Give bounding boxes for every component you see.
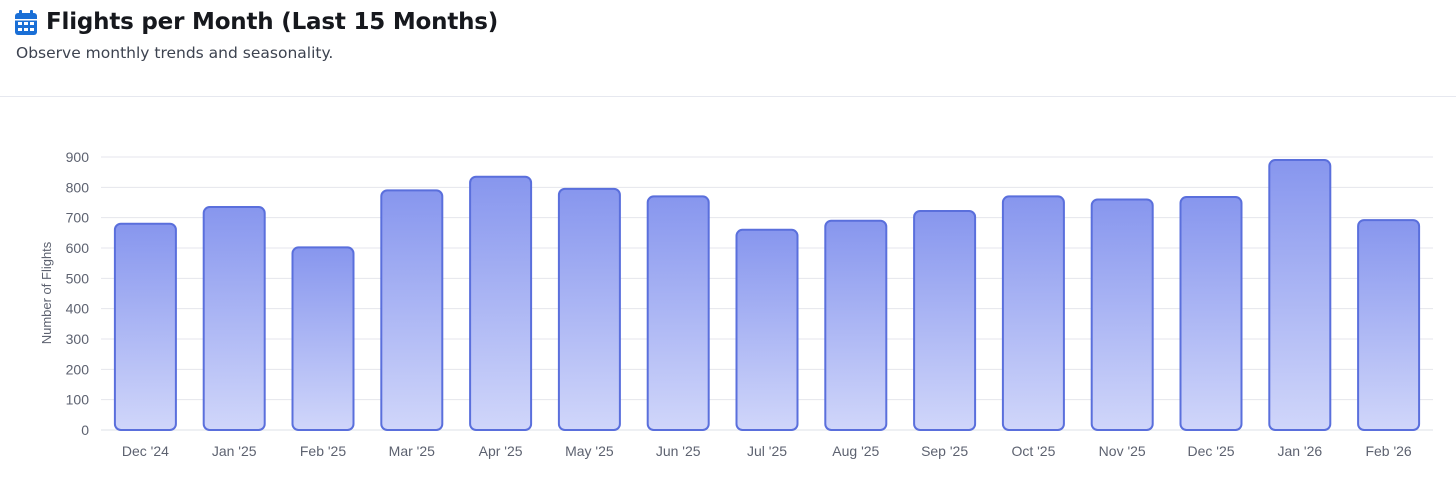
bar-jan-25[interactable] [202, 206, 266, 431]
bar-oct-25[interactable] [1001, 195, 1065, 431]
x-tick-label: Sep '25 [921, 443, 968, 459]
bar-aug-25[interactable] [824, 219, 888, 431]
bar-dec-25[interactable] [1179, 196, 1243, 432]
y-tick-label: 900 [66, 149, 90, 165]
title-row: Flights per Month (Last 15 Months) [14, 8, 498, 36]
bar-feb-25[interactable] [291, 246, 355, 431]
x-tick-label: May '25 [565, 443, 614, 459]
y-tick-label: 700 [66, 210, 90, 226]
chart-title: Flights per Month (Last 15 Months) [46, 9, 499, 35]
y-tick-label: 300 [66, 331, 90, 347]
y-tick-label: 500 [66, 270, 90, 286]
bar-nov-25[interactable] [1090, 198, 1154, 432]
y-axis-label: Number of Flights [39, 241, 54, 344]
bar-jan-26[interactable] [1268, 159, 1332, 432]
bar-jun-25[interactable] [646, 195, 710, 431]
x-tick-label: Jul '25 [747, 443, 787, 459]
x-tick-label: Jan '25 [212, 443, 257, 459]
bar-sep-25[interactable] [913, 209, 977, 431]
calendar-icon [14, 8, 38, 36]
y-axis-ticks: 0 100 200 300 400 500 600 700 800 900 [66, 149, 90, 438]
x-tick-label: Dec '25 [1187, 443, 1234, 459]
bar-may-25[interactable] [557, 187, 621, 431]
y-tick-label: 100 [66, 392, 90, 408]
bar-feb-26[interactable] [1357, 219, 1421, 431]
chart-subtitle: Observe monthly trends and seasonality. [16, 44, 334, 62]
x-tick-label: Feb '25 [300, 443, 346, 459]
chart-header: Flights per Month (Last 15 Months) Obser… [0, 0, 1456, 97]
x-tick-label: Jun '25 [656, 443, 701, 459]
x-tick-label: Apr '25 [479, 443, 523, 459]
x-tick-label: Feb '26 [1365, 443, 1411, 459]
x-tick-label: Oct '25 [1011, 443, 1055, 459]
x-tick-label: Nov '25 [1099, 443, 1146, 459]
y-tick-label: 400 [66, 301, 90, 317]
y-tick-label: 600 [66, 240, 90, 256]
bar-dec-24[interactable] [113, 222, 177, 431]
x-axis-ticks: Dec '24 Jan '25 Feb '25 Mar '25 Apr '25 May '… [122, 443, 1412, 459]
bar-mar-25[interactable] [380, 189, 444, 431]
y-tick-label: 0 [81, 422, 89, 438]
x-tick-label: Dec '24 [122, 443, 169, 459]
x-tick-label: Aug '25 [832, 443, 879, 459]
bars [113, 159, 1421, 432]
x-tick-label: Mar '25 [389, 443, 435, 459]
bar-apr-25[interactable] [469, 175, 533, 432]
y-tick-label: 200 [66, 361, 90, 377]
bar-chart: 0 100 200 300 400 500 600 700 800 900 Dec '24 Jan … [39, 149, 1433, 459]
bar-jul-25[interactable] [735, 228, 799, 431]
x-tick-label: Jan '26 [1277, 443, 1322, 459]
y-tick-label: 800 [66, 179, 90, 195]
